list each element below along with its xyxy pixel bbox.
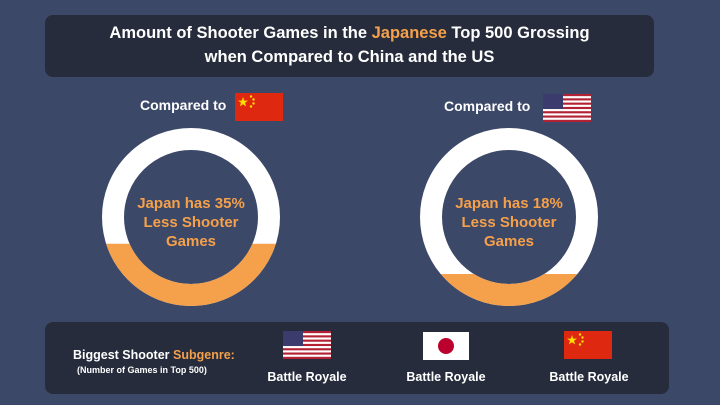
subgenre-sublabel: (Number of Games in Top 500) — [77, 365, 207, 375]
donut-label-us-line1: Japan has 18% — [455, 195, 563, 212]
donut-label-us-line2: Less Shooter — [461, 214, 557, 231]
us-flag-icon — [283, 331, 331, 359]
donut-us — [420, 128, 598, 306]
chart-subtitle: when Compared to China and the US — [204, 48, 495, 66]
donut-label-us-line3: Games — [483, 233, 535, 250]
donut-label-us: Japan has 18% Less Shooter Games — [429, 194, 589, 251]
china-flag-icon — [235, 93, 283, 121]
title-accent: Japanese — [371, 24, 447, 42]
japan-flag-icon — [423, 332, 469, 360]
us-flag-icon — [543, 94, 591, 122]
ring-fill-china — [106, 243, 276, 306]
title-panel: Amount of Shooter Games in the Japanese … — [45, 15, 654, 77]
subgenre-label: Biggest Shooter Subgenre: — [73, 348, 235, 362]
title-text-post: Top 500 Grossing — [446, 24, 590, 42]
chart-title: Amount of Shooter Games in the Japanese … — [45, 24, 654, 43]
compare-label-us: Compared to — [444, 98, 531, 114]
subgenre-japan: Battle Royale — [406, 370, 486, 384]
subgenre-china: Battle Royale — [549, 370, 629, 384]
title-text-pre: Amount of Shooter Games in the — [109, 24, 372, 42]
subgenre-panel: Biggest Shooter Subgenre: (Number of Gam… — [45, 322, 669, 394]
donut-label-china-line3: Games — [165, 233, 217, 250]
donut-china — [102, 128, 280, 306]
donut-label-china-line2: Less Shooter — [143, 214, 239, 231]
donut-label-china-line1: Japan has 35% — [137, 195, 245, 212]
donut-label-china: Japan has 35% Less Shooter Games — [111, 194, 271, 251]
subgenre-label-text: Biggest Shooter — [73, 348, 174, 362]
subgenre-us: Battle Royale — [267, 370, 347, 384]
ring-fill-us — [440, 273, 578, 306]
subgenre-label-accent: Subgenre: — [173, 348, 235, 362]
compare-label-china: Compared to — [140, 97, 227, 113]
china-flag-icon — [564, 331, 612, 359]
